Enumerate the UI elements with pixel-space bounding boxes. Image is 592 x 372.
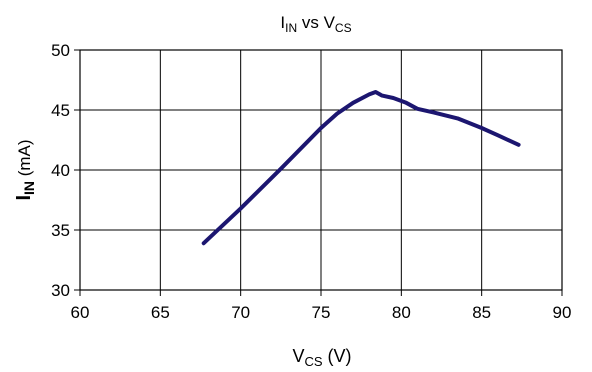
x-axis-label: VCS (V) (292, 346, 351, 369)
x-axis-ticks: 60 65 70 75 80 85 90 (71, 290, 572, 322)
x-tick-label: 60 (71, 303, 90, 322)
x-tick-label: 85 (472, 303, 491, 322)
series-line (201, 90, 521, 246)
y-tick-label: 30 (51, 281, 70, 300)
y-axis-ticks: 30 35 40 45 50 (51, 41, 80, 300)
y-tick-label: 50 (51, 41, 70, 60)
y-tick-label: 45 (51, 101, 70, 120)
y-tick-label: 40 (51, 161, 70, 180)
series-group (201, 90, 521, 246)
x-tick-label: 80 (392, 303, 411, 322)
chart-title: IIN vs VCS (280, 13, 351, 35)
y-tick-label: 35 (51, 221, 70, 240)
y-axis-label: IIN (mA) (13, 139, 37, 200)
x-tick-label: 65 (151, 303, 170, 322)
x-tick-label: 70 (231, 303, 250, 322)
gridlines (79, 49, 563, 291)
x-tick-label: 75 (312, 303, 331, 322)
x-tick-label: 90 (553, 303, 572, 322)
